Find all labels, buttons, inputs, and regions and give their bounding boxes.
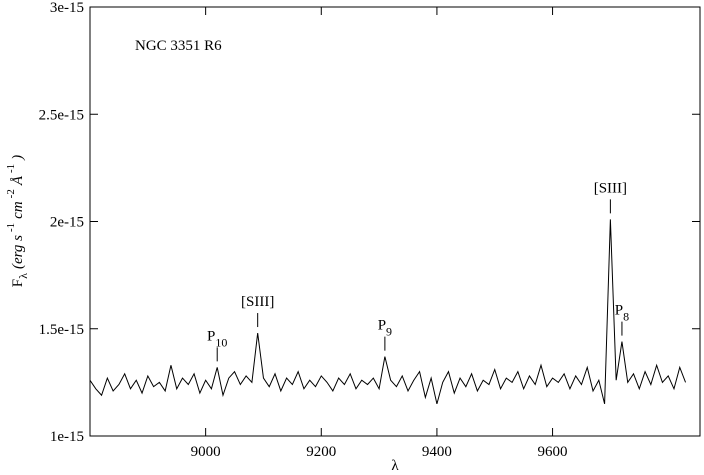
- y-axis-label-part: F: [10, 279, 26, 287]
- y-axis-label-part: Å: [10, 175, 26, 186]
- plot-frame: [89, 6, 701, 437]
- y-tick-label: 1.5e-15: [39, 322, 84, 338]
- annotation-label: P8: [615, 303, 629, 324]
- x-tick-label: 9600: [538, 444, 568, 460]
- annotation-subscript: 8: [623, 310, 629, 324]
- annotation-text: [SIII]: [241, 294, 274, 310]
- annotation-subscript: 10: [215, 335, 227, 349]
- annotation-label: P9: [378, 318, 392, 339]
- annotation-text: [SIII]: [594, 180, 627, 196]
- annotation-label: P10: [207, 328, 227, 349]
- y-axis-label-part: cm: [10, 201, 26, 219]
- y-axis-label-part: -2: [5, 189, 17, 198]
- chart-title: NGC 3351 R6: [135, 38, 222, 54]
- x-tick-label: 9200: [306, 444, 336, 460]
- y-axis-label-part: (erg s: [10, 235, 26, 269]
- y-axis-label-part: λ: [16, 273, 30, 279]
- y-tick-label: 1e-15: [50, 429, 84, 445]
- y-axis-label-part: -1: [5, 164, 17, 173]
- annotation-label: [SIII]: [594, 180, 627, 196]
- y-tick-label: 3e-15: [50, 0, 84, 16]
- x-tick-label: 9000: [191, 444, 221, 460]
- y-axis-label-part: -1: [5, 223, 17, 232]
- annotation-label: [SIII]: [241, 294, 274, 310]
- annotation-text: P: [207, 328, 215, 344]
- y-axis-label-part: ): [10, 155, 26, 161]
- x-axis-label: λ: [391, 458, 399, 474]
- y-tick-label: 2.5e-15: [39, 107, 84, 123]
- annotation-subscript: 9: [386, 325, 392, 339]
- y-axis-label: Fλ (erg s -1 cm -2 Å -1): [5, 155, 30, 287]
- annotation-text: P: [378, 318, 386, 334]
- x-tick-label: 9400: [422, 444, 452, 460]
- spectrum-line: [89, 219, 687, 404]
- y-tick-label: 2e-15: [50, 215, 84, 231]
- annotation-text: P: [615, 303, 623, 319]
